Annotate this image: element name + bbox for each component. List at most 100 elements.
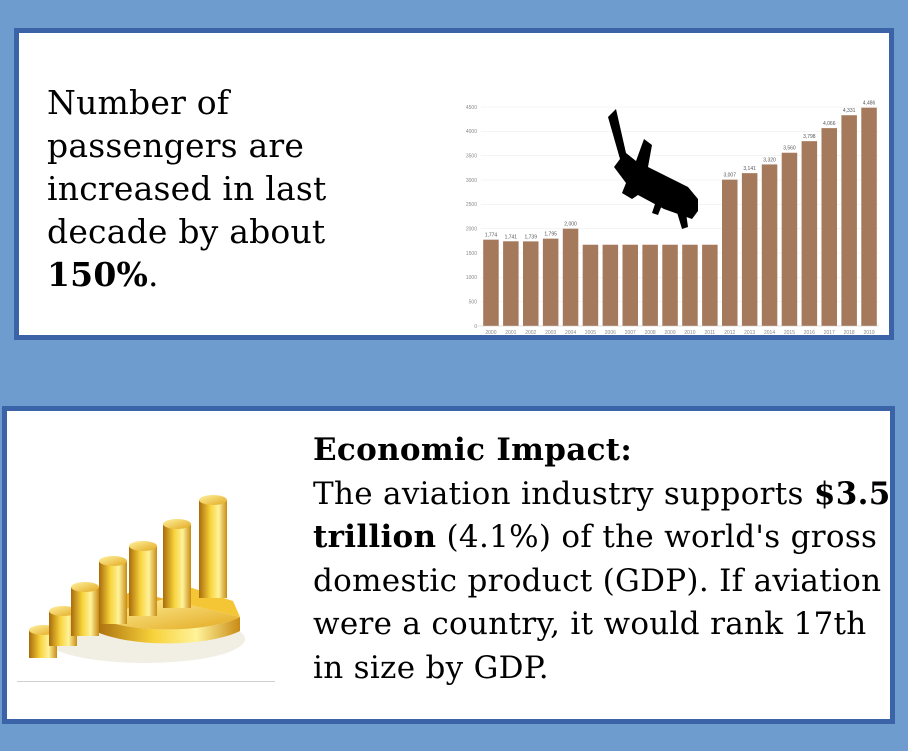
bar-2002 xyxy=(522,241,539,326)
y-tick-label: 2000 xyxy=(466,226,477,232)
bar-2011 xyxy=(702,244,718,326)
x-tick-label: 2015 xyxy=(784,330,795,336)
coin xyxy=(199,570,227,577)
coin xyxy=(49,625,77,632)
coin xyxy=(71,594,99,601)
bar-2005 xyxy=(582,244,599,326)
growth-percentage: 150% xyxy=(47,255,149,294)
coin xyxy=(129,595,157,602)
coin xyxy=(163,538,191,545)
bar-2013 xyxy=(741,173,758,326)
airplane-silhouette-icon xyxy=(608,109,698,229)
y-tick-label: 1500 xyxy=(466,251,477,257)
coin xyxy=(71,615,99,622)
x-tick-label: 2002 xyxy=(525,330,536,336)
coin-top xyxy=(71,582,99,592)
data-label: 1,774 xyxy=(485,233,498,239)
y-tick-label: 0 xyxy=(474,324,477,330)
passenger-bar-chart: 0 500 1000 1500 2000 2500 3000 3500 4000 4500 2000… xyxy=(466,101,879,336)
x-tick-label: 2001 xyxy=(505,330,516,336)
coin xyxy=(199,563,227,570)
data-label: 1,739 xyxy=(524,234,537,240)
x-tick-label: 2007 xyxy=(625,330,636,336)
coin xyxy=(29,644,57,651)
coin xyxy=(99,596,127,603)
bar-2004 xyxy=(562,228,579,326)
coin xyxy=(129,602,157,609)
bar-2003 xyxy=(542,238,559,326)
coin xyxy=(29,637,57,644)
passenger-growth-text: Number of passengers are increased in la… xyxy=(47,81,377,296)
x-tick-label: 2006 xyxy=(605,330,616,336)
coin xyxy=(49,618,77,625)
coin xyxy=(163,531,191,538)
coin xyxy=(199,535,227,542)
x-tick-label: 2013 xyxy=(744,330,755,336)
growth-text-prefix: Number of passengers are increased in la… xyxy=(47,83,327,251)
coin xyxy=(199,514,227,521)
coin xyxy=(71,608,99,615)
x-tick-label: 2004 xyxy=(565,330,576,336)
data-label: 4,486 xyxy=(863,101,876,107)
x-tick-label: 2019 xyxy=(863,330,874,336)
economic-impact-heading: Economic Impact: xyxy=(313,432,633,468)
economic-impact-panel: Economic Impact: The aviation industry s… xyxy=(2,406,895,724)
y-tick-label: 4000 xyxy=(466,129,477,135)
bar-2006 xyxy=(602,244,619,326)
coin xyxy=(199,549,227,556)
x-tick-label: 2008 xyxy=(645,330,656,336)
coin xyxy=(129,567,157,574)
x-tick-label: 2005 xyxy=(585,330,596,336)
x-tick-label: 2016 xyxy=(804,330,815,336)
y-tick-label: 4500 xyxy=(466,105,477,111)
bar-2010 xyxy=(682,244,698,326)
bar-2018 xyxy=(841,115,857,326)
coin xyxy=(199,507,227,514)
coin xyxy=(199,521,227,528)
y-tick-label: 3000 xyxy=(466,178,477,184)
coin xyxy=(99,610,127,617)
coin xyxy=(199,542,227,549)
coin xyxy=(129,574,157,581)
coin xyxy=(71,629,99,636)
y-tick-label: 3500 xyxy=(466,153,477,159)
coin xyxy=(129,581,157,588)
coin xyxy=(129,553,157,560)
coin-top xyxy=(49,606,77,616)
coin-top xyxy=(163,519,191,529)
data-label: 3,007 xyxy=(723,173,736,179)
coin xyxy=(71,622,99,629)
bar-2009 xyxy=(662,244,678,326)
body-prefix: The aviation industry supports xyxy=(313,475,814,512)
coin xyxy=(163,559,191,566)
coin-top xyxy=(199,495,227,505)
data-label: 4,066 xyxy=(823,121,836,127)
image-divider xyxy=(17,681,275,682)
bar-2019 xyxy=(861,107,877,326)
coin xyxy=(163,566,191,573)
x-tick-label: 2012 xyxy=(724,330,735,336)
coin xyxy=(163,587,191,594)
coin xyxy=(199,577,227,584)
growth-text-suffix: . xyxy=(148,255,159,294)
coin xyxy=(129,588,157,595)
coin xyxy=(99,575,127,582)
coin xyxy=(99,603,127,610)
data-label: 2,000 xyxy=(564,222,577,228)
coin xyxy=(29,651,57,658)
coin xyxy=(163,573,191,580)
x-tick-label: 2003 xyxy=(545,330,556,336)
bar-2001 xyxy=(503,241,519,326)
x-tick-label: 2009 xyxy=(664,330,675,336)
coin xyxy=(163,580,191,587)
x-tick-label: 2011 xyxy=(704,330,715,336)
coin xyxy=(99,568,127,575)
coin xyxy=(129,560,157,567)
body-suffix: (4.1%) of the world's gross domestic pro… xyxy=(313,519,882,686)
gdp-amount: $3.5 trillion xyxy=(313,475,891,556)
data-label: 1,741 xyxy=(505,234,518,240)
coin xyxy=(99,582,127,589)
bar-2014 xyxy=(761,164,778,326)
bar-2000 xyxy=(483,239,499,326)
coin xyxy=(199,591,227,598)
